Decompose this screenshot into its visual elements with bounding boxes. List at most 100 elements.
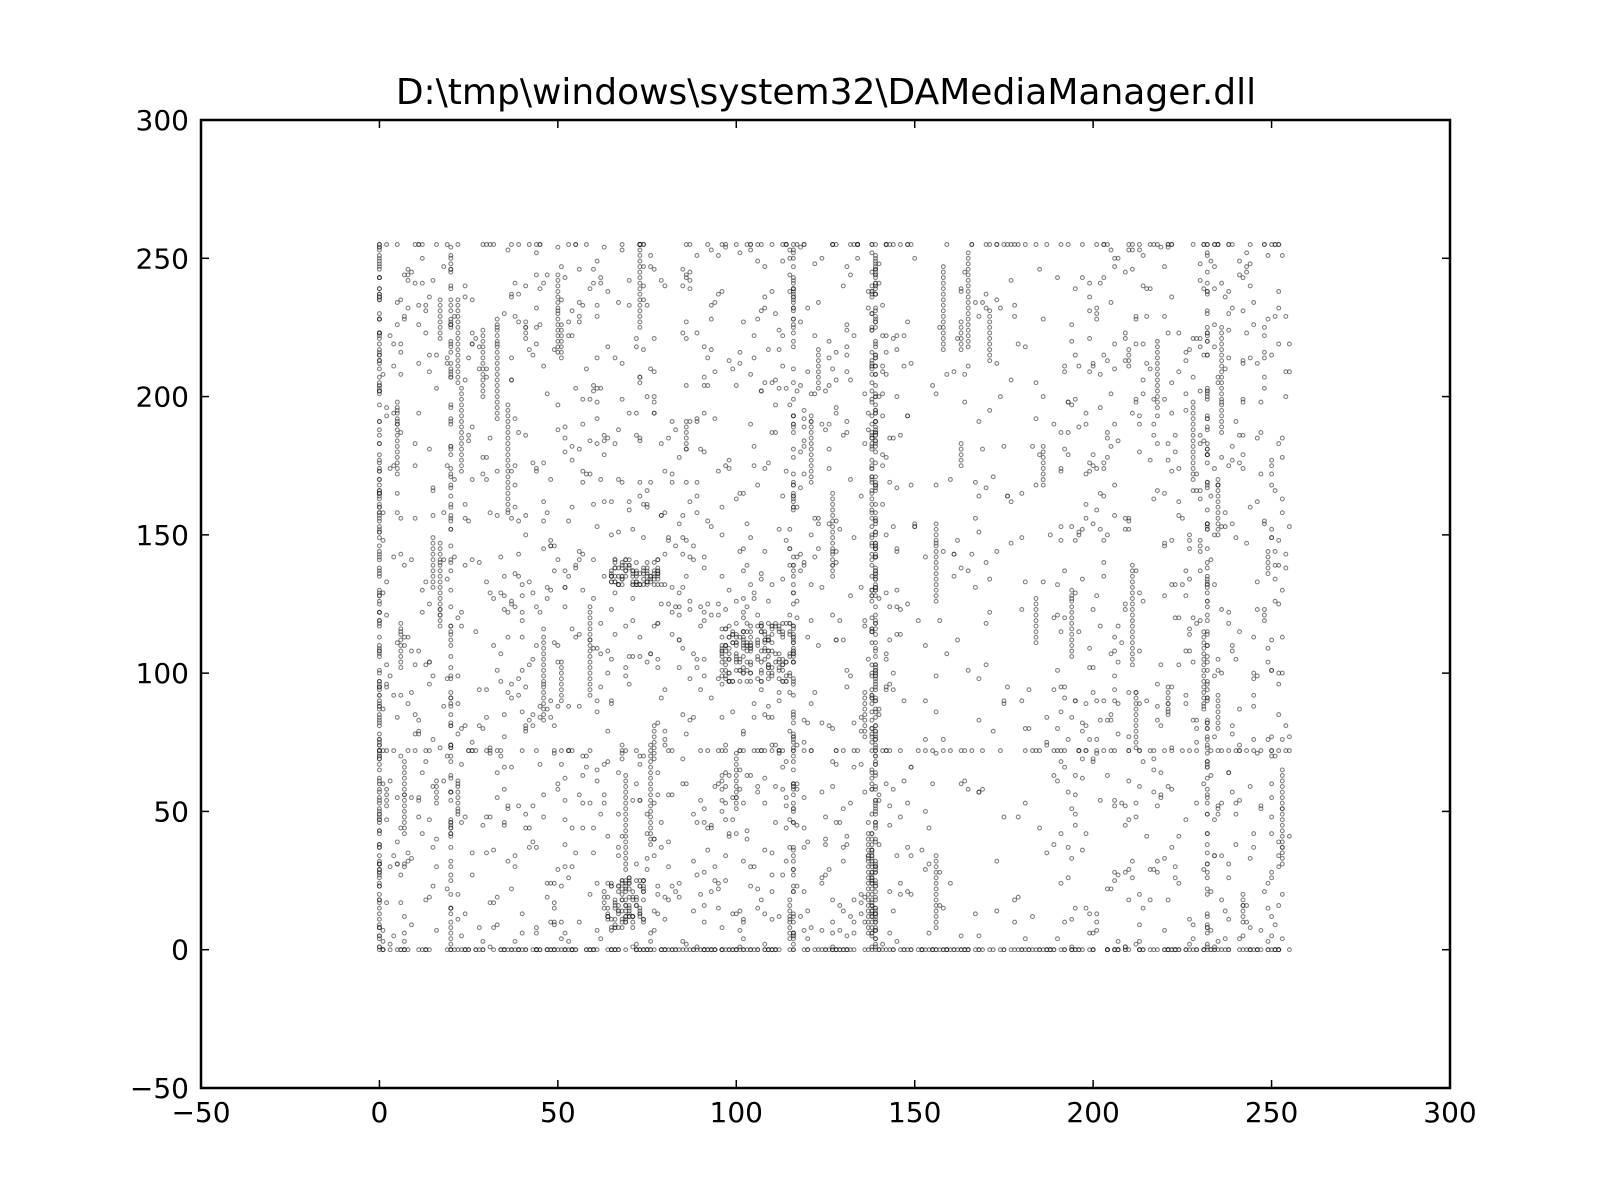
scatter-point [601, 432, 607, 438]
scatter-point [1219, 454, 1225, 460]
scatter-point [409, 922, 414, 928]
scatter-point [1187, 546, 1192, 552]
scatter-point [844, 322, 850, 328]
scatter-point [648, 820, 654, 825]
scatter-point [865, 289, 871, 294]
scatter-point [1187, 576, 1192, 582]
scatter-point [605, 344, 611, 350]
scatter-point [737, 748, 743, 754]
scatter-point [683, 441, 689, 447]
scatter-point [405, 850, 411, 856]
scatter-point [1040, 443, 1046, 449]
scatter-point [537, 761, 543, 767]
scatter-point [751, 355, 757, 361]
scatter-point [1187, 947, 1192, 953]
scatter-point [751, 443, 757, 449]
y-tick-label: 200 [136, 381, 189, 414]
scatter-point [1204, 631, 1210, 637]
scatter-point [562, 275, 568, 281]
scatter-point [701, 903, 707, 908]
scatter-point [983, 305, 989, 311]
scatter-point [1204, 698, 1210, 704]
scatter-point [401, 938, 407, 944]
scatter-point [940, 269, 946, 275]
scatter-point [416, 360, 422, 366]
scatter-point [701, 374, 707, 380]
scatter-point [1122, 803, 1128, 809]
scatter-point [701, 344, 707, 350]
scatter-point [694, 510, 700, 516]
scatter-point [484, 579, 489, 585]
scatter-point [751, 463, 757, 469]
scatter-point [740, 645, 746, 651]
scatter-point [951, 369, 957, 375]
scatter-point [798, 914, 803, 919]
scatter-point [740, 615, 746, 621]
scatter-point [1176, 466, 1182, 471]
scatter-point [922, 867, 928, 872]
scatter-point [1154, 399, 1160, 405]
scatter-point [887, 803, 893, 809]
scatter-point [401, 759, 407, 765]
scatter-point [541, 695, 547, 701]
scatter-point [1179, 515, 1185, 521]
scatter-point [1204, 941, 1210, 947]
scatter-point [1040, 471, 1046, 477]
scatter-point [1219, 324, 1225, 330]
scatter-point [1062, 615, 1068, 621]
scatter-point [1162, 396, 1167, 402]
scatter-point [790, 330, 796, 336]
scatter-point [751, 596, 757, 601]
scatter-point [555, 300, 561, 305]
scatter-point [1115, 947, 1121, 953]
scatter-point [1204, 831, 1210, 837]
scatter-point [462, 723, 468, 729]
scatter-point [730, 366, 736, 372]
scatter-point [630, 944, 636, 950]
scatter-point [384, 579, 390, 585]
scatter-point [976, 493, 982, 499]
scatter-point [758, 388, 764, 394]
scatter-point [648, 770, 654, 776]
scatter-point [1244, 919, 1250, 925]
scatter-point [376, 681, 382, 687]
scatter-point [1251, 300, 1257, 305]
scatter-point [1008, 277, 1014, 283]
scatter-point [790, 322, 796, 328]
scatter-point [1219, 369, 1225, 375]
scatter-point [933, 886, 939, 892]
scatter-point [533, 643, 539, 648]
scatter-point [683, 336, 689, 341]
scatter-point [1108, 748, 1114, 754]
scatter-point [1058, 430, 1064, 435]
scatter-point [523, 811, 529, 817]
scatter-point [887, 889, 893, 895]
scatter-point [790, 767, 796, 773]
scatter-point [580, 421, 586, 427]
scatter-point [651, 623, 657, 629]
scatter-point [1279, 800, 1285, 806]
scatter-point [376, 330, 382, 336]
scatter-point [1165, 244, 1171, 250]
scatter-point [848, 673, 853, 679]
scatter-point [790, 421, 796, 427]
scatter-point [773, 620, 778, 626]
scatter-point [398, 654, 404, 659]
scatter-point [733, 656, 739, 662]
scatter-point [972, 584, 978, 590]
scatter-point [601, 244, 607, 250]
scatter-point [815, 363, 821, 369]
scatter-point [1165, 690, 1171, 695]
scatter-point [873, 927, 878, 933]
scatter-point [480, 938, 486, 944]
scatter-point [783, 242, 789, 247]
scatter-point [530, 839, 536, 845]
scatter-point [1079, 242, 1085, 247]
scatter-point [694, 419, 700, 424]
scatter-point [398, 515, 404, 521]
scatter-point [519, 582, 525, 588]
scatter-point [833, 761, 839, 767]
scatter-point [723, 748, 729, 754]
scatter-point [394, 242, 400, 247]
scatter-point [401, 808, 407, 814]
